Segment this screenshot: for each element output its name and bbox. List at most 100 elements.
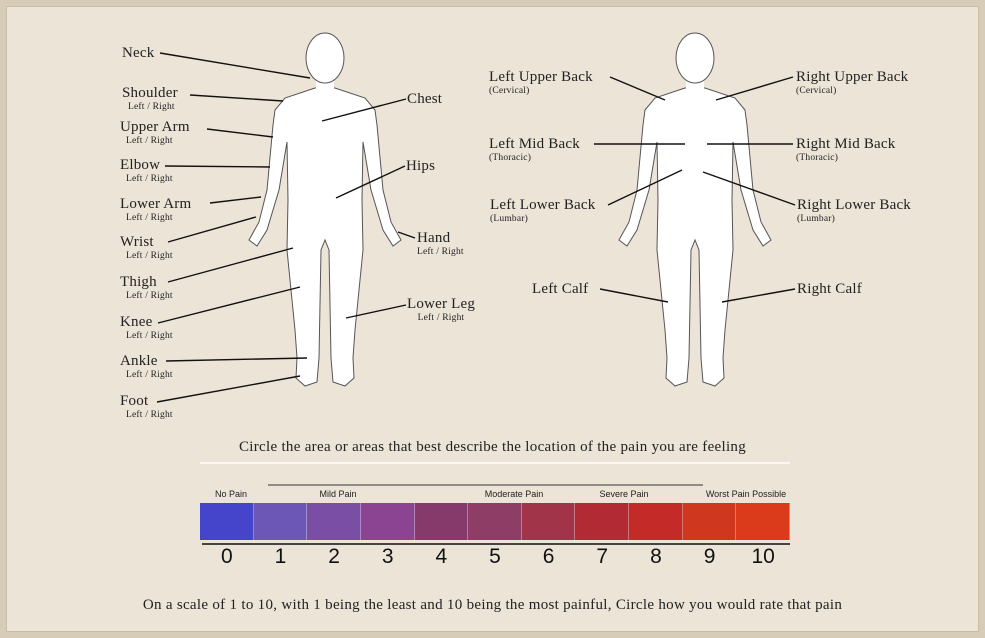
- label-subtext: Left / Right: [128, 102, 175, 112]
- leader-line: [157, 286, 301, 324]
- leader-line: [609, 76, 666, 101]
- scale-heading: Moderate Pain: [484, 489, 544, 499]
- leader-line: [599, 288, 669, 303]
- scale-number[interactable]: 5: [489, 545, 501, 568]
- leader-line: [189, 94, 284, 102]
- body-outline: [248, 87, 402, 387]
- label-subtext: Left / Right: [126, 174, 173, 184]
- label-neck[interactable]: Neck: [122, 46, 154, 61]
- label-left-lower-back[interactable]: Left Lower Back (Lumbar): [490, 198, 595, 225]
- label-subtext: Left / Right: [126, 370, 173, 380]
- label-name: Elbow: [120, 157, 161, 173]
- rating-instruction: On a scale of 1 to 10, with 1 being the …: [142, 597, 843, 613]
- label-subtext: (Lumbar): [797, 214, 835, 224]
- scale-cell-2[interactable]: [307, 503, 361, 540]
- label-right-mid-back[interactable]: Right Mid Back (Thoracic): [796, 137, 895, 164]
- label-hand[interactable]: Hand Left / Right: [417, 231, 464, 258]
- leader-line: [156, 375, 301, 403]
- scale-cell-7[interactable]: [575, 503, 630, 540]
- label-name: Thigh: [120, 274, 157, 290]
- label-elbow[interactable]: Elbow Left / Right: [120, 158, 173, 185]
- label-subtext: Left / Right: [417, 247, 464, 257]
- label-ankle[interactable]: Ankle Left / Right: [120, 354, 173, 381]
- leader-line: [702, 171, 796, 206]
- scale-heading: Worst Pain Possible: [705, 489, 787, 499]
- back-body-figure[interactable]: [618, 32, 772, 387]
- leader-line: [159, 52, 311, 79]
- label-upper-arm[interactable]: Upper Arm Left / Right: [120, 120, 190, 147]
- label-name: Upper Arm: [120, 119, 190, 135]
- label-left-calf[interactable]: Left Calf: [532, 282, 588, 297]
- label-subtext: Left / Right: [126, 410, 173, 420]
- label-name: Hips: [406, 158, 436, 174]
- front-body-figure[interactable]: [248, 32, 402, 387]
- scale-number[interactable]: 1: [274, 545, 287, 568]
- label-name: Ankle: [120, 353, 158, 369]
- label-name: Right Lower Back: [797, 197, 912, 213]
- label-subtext: (Cervical): [796, 86, 837, 96]
- label-left-mid-back[interactable]: Left Mid Back (Thoracic): [489, 137, 580, 164]
- label-subtext: Left / Right: [126, 251, 173, 261]
- scale-heading: Mild Pain: [319, 489, 357, 499]
- scale-number[interactable]: 3: [381, 545, 394, 568]
- label-subtext: Left / Right: [126, 213, 173, 223]
- label-chest[interactable]: Chest: [407, 92, 442, 107]
- scale-heading: Severe Pain: [599, 489, 649, 499]
- label-subtext: (Thoracic): [489, 153, 532, 163]
- location-instruction: Circle the area or areas that best descr…: [238, 439, 747, 455]
- label-name: Neck: [122, 45, 155, 61]
- leader-line: [321, 98, 407, 122]
- scale-cell-4[interactable]: [414, 503, 469, 540]
- label-subtext: Left / Right: [126, 136, 173, 146]
- label-thigh[interactable]: Thigh Left / Right: [120, 275, 173, 302]
- scale-number[interactable]: 2: [328, 545, 340, 568]
- label-subtext: Left / Right: [126, 331, 173, 341]
- leader-line: [167, 247, 294, 283]
- scale-number[interactable]: 8: [650, 545, 662, 568]
- scale-cell-5[interactable]: [468, 503, 522, 540]
- leader-line: [721, 288, 796, 303]
- scale-cell-1[interactable]: [253, 503, 308, 540]
- label-subtext: (Lumbar): [490, 214, 528, 224]
- scale-number[interactable]: 10: [751, 545, 775, 568]
- scale-number[interactable]: 4: [435, 545, 448, 568]
- label-right-lower-back[interactable]: Right Lower Back (Lumbar): [797, 198, 911, 225]
- leader-line: [607, 169, 683, 206]
- label-lower-arm[interactable]: Lower Arm Left / Right: [120, 197, 191, 224]
- label-wrist[interactable]: Wrist Left / Right: [120, 235, 173, 262]
- label-lower-leg[interactable]: Lower Leg Left / Right: [407, 297, 475, 324]
- label-subtext: (Cervical): [489, 86, 530, 96]
- scale-number[interactable]: 0: [220, 545, 233, 568]
- label-foot[interactable]: Foot Left / Right: [120, 394, 173, 421]
- leader-line: [167, 216, 257, 243]
- head-shape: [675, 32, 715, 84]
- label-name: Wrist: [120, 234, 154, 250]
- scale-number[interactable]: 6: [542, 545, 555, 568]
- scale-number[interactable]: 7: [596, 545, 609, 568]
- label-right-upper-back[interactable]: Right Upper Back (Cervical): [796, 70, 908, 97]
- label-left-upper-back[interactable]: Left Upper Back (Cervical): [489, 70, 593, 97]
- scale-cell-10[interactable]: [736, 503, 790, 540]
- label-name: Knee: [120, 314, 153, 330]
- label-knee[interactable]: Knee Left / Right: [120, 315, 173, 342]
- scale-number[interactable]: 9: [703, 545, 716, 568]
- scale-cell-6[interactable]: [521, 503, 576, 540]
- label-name: Left Lower Back: [490, 197, 596, 213]
- scale-cell-0[interactable]: [200, 503, 254, 540]
- label-name: Foot: [120, 393, 149, 409]
- label-name: Right Calf: [797, 281, 862, 297]
- label-name: Right Upper Back: [796, 69, 909, 85]
- label-name: Lower Arm: [120, 196, 192, 212]
- leader-line: [165, 357, 308, 362]
- label-hips[interactable]: Hips: [406, 159, 435, 174]
- label-name: Lower Leg: [407, 296, 476, 312]
- label-shoulder[interactable]: Shoulder Left / Right: [122, 86, 178, 113]
- leader-line: [335, 165, 406, 199]
- label-right-calf[interactable]: Right Calf: [797, 282, 862, 297]
- scale-cell-3[interactable]: [360, 503, 415, 540]
- label-name: Hand: [417, 230, 451, 246]
- label-name: Chest: [407, 91, 443, 107]
- scale-cell-9[interactable]: [682, 503, 737, 540]
- scale-cell-8[interactable]: [629, 503, 683, 540]
